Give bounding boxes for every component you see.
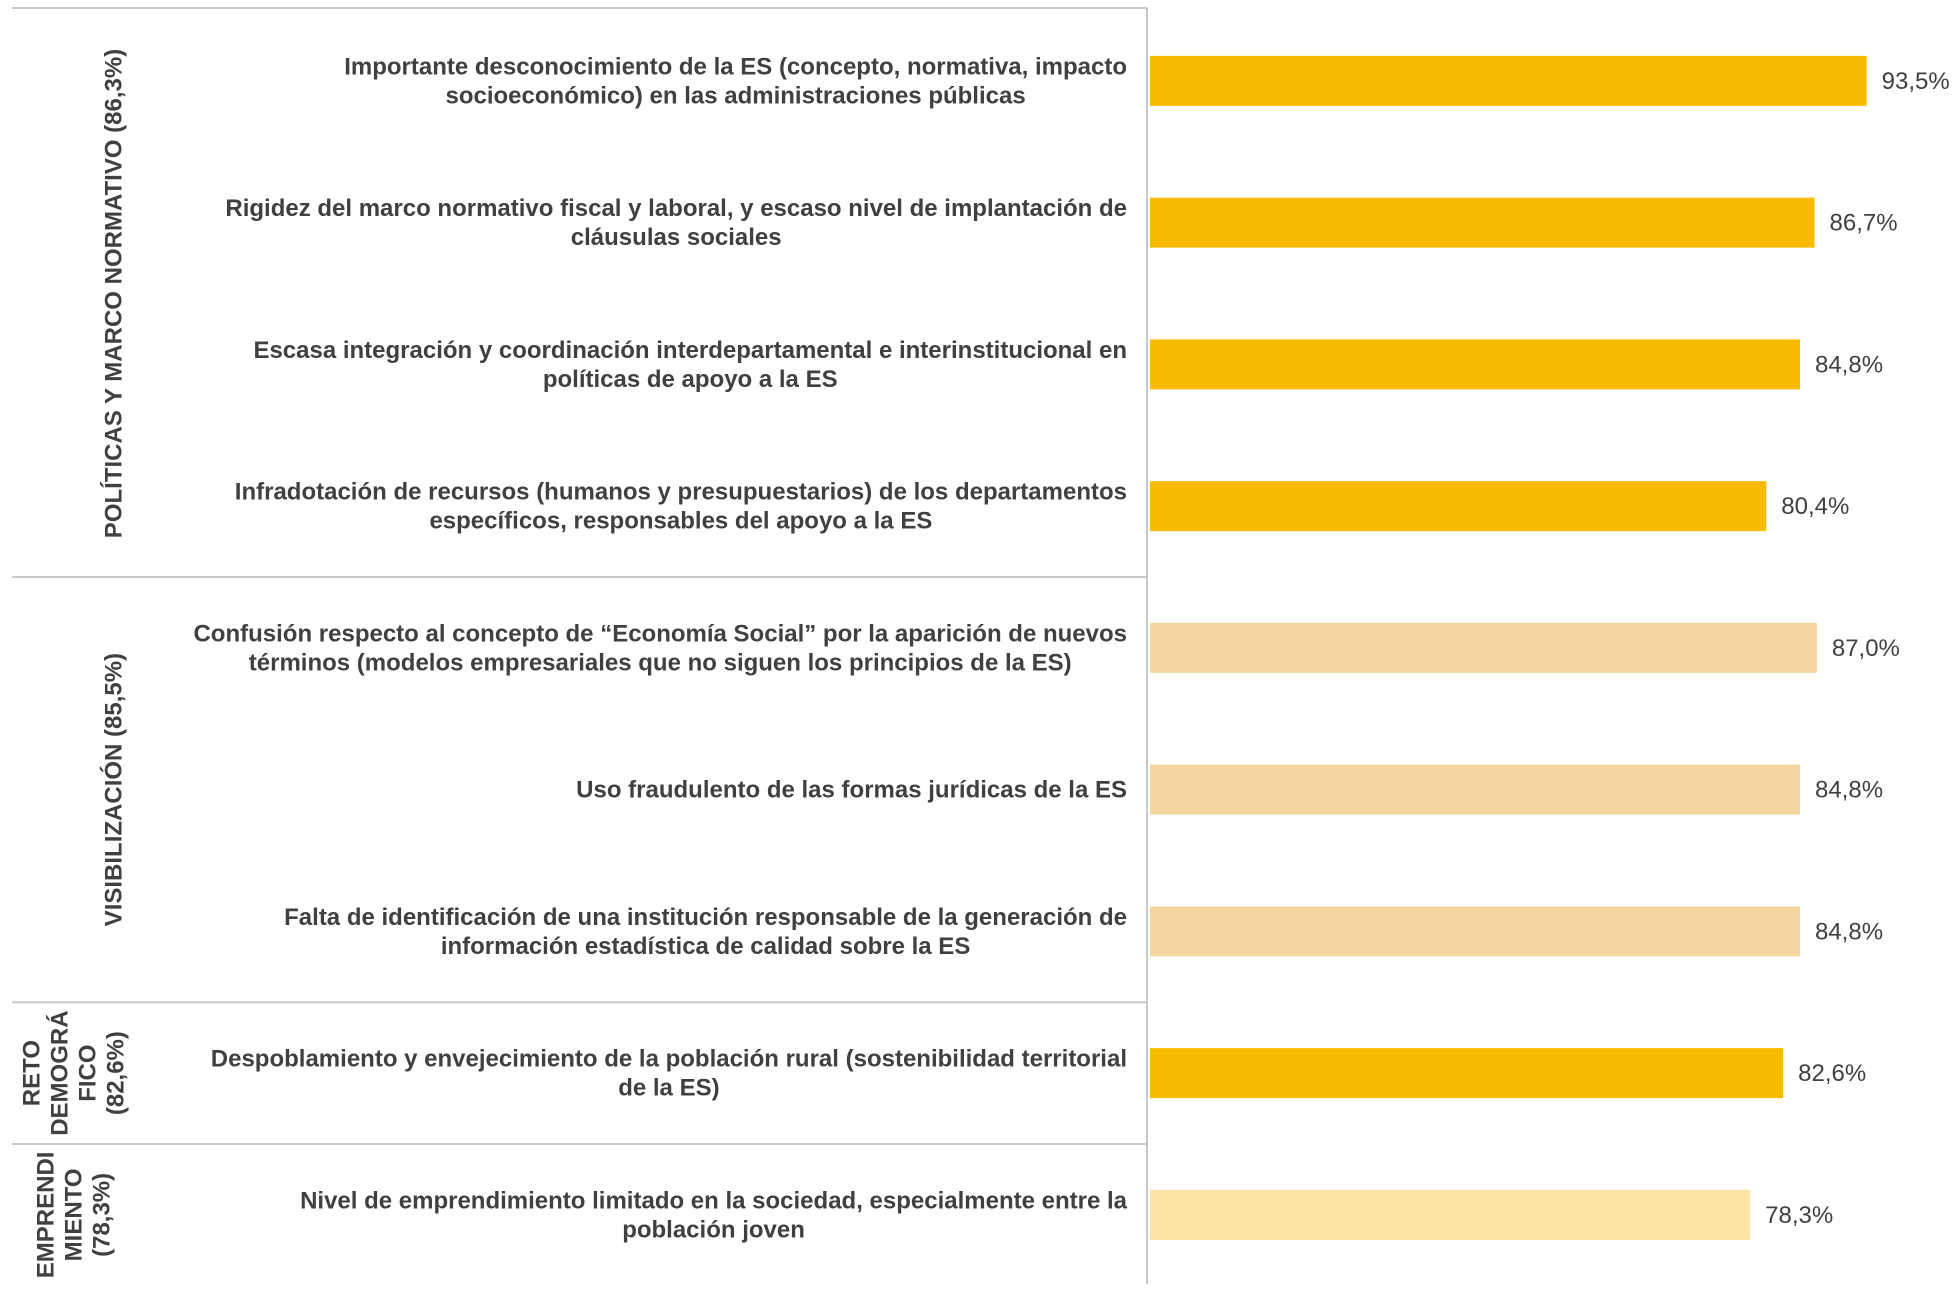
group-label: EMPRENDIMIENTO(78,3%) <box>33 1152 116 1279</box>
value-label: 84,8% <box>1815 351 1883 378</box>
bar <box>1150 339 1800 390</box>
value-label: 84,8% <box>1815 918 1883 945</box>
bar <box>1150 906 1800 957</box>
category-label-line: población joven <box>622 1216 805 1243</box>
category-label-line: términos (modelos empresariales que no s… <box>249 649 1072 676</box>
group-label-line: POLÍTICAS Y MARCO NORMATIVO (86,3%) <box>100 49 128 538</box>
value-label: 80,4% <box>1781 493 1849 520</box>
value-label: 93,5% <box>1882 68 1950 95</box>
category-label-line: Confusión respecto al concepto de “Econo… <box>193 620 1127 647</box>
group-label-line: RETO <box>19 1040 46 1106</box>
category-label-line: Falta de identificación de una instituci… <box>284 904 1127 931</box>
bar <box>1150 55 1867 106</box>
category-label-line: Despoblamiento y envejecimiento de la po… <box>211 1046 1127 1073</box>
value-label: 78,3% <box>1765 1202 1833 1229</box>
group-label-line: VISIBILIZACIÓN (85,5%) <box>100 653 128 926</box>
category-label-line: Rigidez del marco normativo fiscal y lab… <box>225 195 1127 222</box>
group-label-line: (82,6%) <box>103 1031 130 1115</box>
bar <box>1150 764 1800 815</box>
category-label-line: información estadística de calidad sobre… <box>441 933 971 960</box>
category-label-line: Uso fraudulento de las formas jurídicas … <box>576 777 1127 804</box>
group-label: RETODEMOGRÁFICO(82,6%) <box>19 1010 130 1135</box>
category-label-line: políticas de apoyo a la ES <box>543 366 838 393</box>
group-label: VISIBILIZACIÓN (85,5%) <box>100 653 128 926</box>
group-label-line: EMPRENDI <box>33 1152 60 1279</box>
value-label: 86,7% <box>1830 210 1898 237</box>
category-label: Escasa integración y coordinación interd… <box>253 337 1127 393</box>
category-label: Importante desconocimiento de la ES (con… <box>344 53 1127 109</box>
category-label-line: Nivel de emprendimiento limitado en la s… <box>300 1187 1128 1214</box>
category-label: Infradotación de recursos (humanos y pre… <box>235 479 1127 535</box>
group-label-line: FICO <box>75 1044 102 1101</box>
bar <box>1150 481 1767 532</box>
category-label: Falta de identificación de una instituci… <box>284 904 1127 960</box>
bar <box>1150 197 1815 248</box>
category-label-line: específicos, responsables del apoyo a la… <box>429 508 932 535</box>
category-label: Uso fraudulento de las formas jurídicas … <box>576 777 1127 804</box>
category-label-line: Escasa integración y coordinación interd… <box>253 337 1127 364</box>
value-label: 84,8% <box>1815 777 1883 804</box>
bar <box>1150 1189 1751 1240</box>
category-label-line: Infradotación de recursos (humanos y pre… <box>235 479 1127 506</box>
group-label-line: DEMOGRÁ <box>46 1010 74 1135</box>
category-label-line: Importante desconocimiento de la ES (con… <box>344 53 1127 80</box>
category-label: Nivel de emprendimiento limitado en la s… <box>300 1187 1128 1243</box>
category-label: Rigidez del marco normativo fiscal y lab… <box>225 195 1127 251</box>
category-label-line: de la ES) <box>618 1075 719 1102</box>
bar <box>1150 1048 1784 1099</box>
category-label: Despoblamiento y envejecimiento de la po… <box>211 1046 1127 1102</box>
group-label: POLÍTICAS Y MARCO NORMATIVO (86,3%) <box>100 49 128 538</box>
group-label-line: MIENTO <box>61 1168 88 1261</box>
value-label: 87,0% <box>1832 635 1900 662</box>
group-label-line: (78,3%) <box>89 1173 116 1257</box>
bar <box>1150 622 1817 673</box>
value-label: 82,6% <box>1798 1060 1866 1087</box>
category-label-line: socioeconómico) en las administraciones … <box>446 82 1026 109</box>
category-label-line: cláusulas sociales <box>571 224 782 251</box>
category-label: Confusión respecto al concepto de “Econo… <box>193 620 1127 676</box>
